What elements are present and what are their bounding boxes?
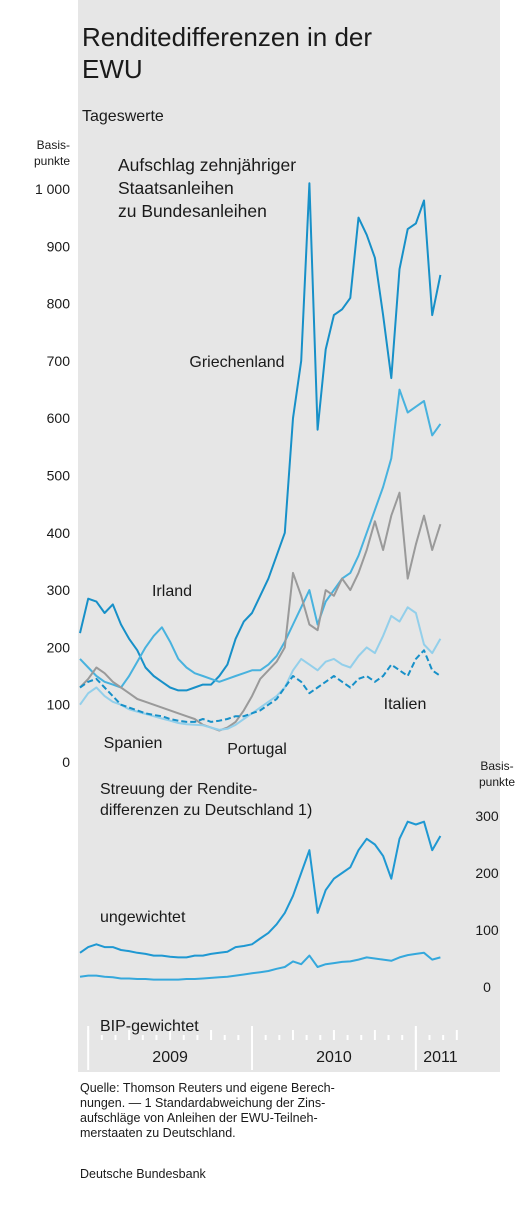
series-label: BIP-gewichtet	[100, 1018, 199, 1035]
series-line	[79, 388, 442, 689]
series-label: Italien	[384, 696, 427, 713]
y-tick-label: 0	[62, 754, 70, 770]
y-tick-label: 0	[483, 979, 491, 995]
y-axis-unit: punkte	[34, 154, 70, 168]
y-tick-label: 900	[47, 238, 71, 254]
page-title: Renditedifferenzen in der	[82, 22, 372, 52]
source-note: merstaaten zu Deutschland.	[80, 1126, 236, 1140]
series-line	[79, 491, 442, 732]
chart-title: differenzen zu Deutschland 1)	[100, 802, 312, 819]
y-tick-label: 300	[47, 582, 71, 598]
x-tick-label: 2009	[152, 1049, 188, 1066]
series-line	[79, 951, 441, 981]
series-label: Irland	[152, 583, 192, 600]
y-tick-label: 1 000	[35, 181, 70, 197]
source-note: aufschläge von Anleihen der EWU-Teilneh-	[80, 1111, 318, 1125]
y-tick-label: 700	[47, 353, 71, 369]
y-axis-unit: Basis-	[480, 759, 513, 773]
chart-title: Staatsanleihen	[118, 178, 234, 198]
x-tick-label: 2010	[316, 1049, 352, 1066]
y-tick-label: 200	[47, 639, 71, 655]
series-label: Griechenland	[189, 354, 284, 371]
x-tick-label: 2011	[423, 1049, 458, 1066]
y-tick-label: 600	[47, 410, 71, 426]
series-label: Spanien	[104, 735, 163, 752]
y-tick-label: 300	[475, 808, 499, 824]
series-line	[79, 649, 441, 723]
series-line	[79, 820, 442, 959]
y-tick-label: 200	[475, 865, 499, 881]
page-title: EWU	[82, 54, 143, 84]
source-note: nungen. — 1 Standardabweichung der Zins-	[80, 1096, 325, 1110]
y-axis-unit: punkte	[479, 775, 515, 789]
page-subtitle: Tageswerte	[82, 108, 164, 125]
y-axis-unit: Basis-	[37, 138, 70, 152]
y-tick-label: 800	[47, 296, 71, 312]
series-label: Portugal	[227, 741, 287, 758]
publisher: Deutsche Bundesbank	[80, 1167, 207, 1181]
chart-title: zu Bundesanleihen	[118, 201, 267, 221]
y-tick-label: 100	[475, 922, 499, 938]
y-tick-label: 400	[47, 525, 71, 541]
source-note: Quelle: Thomson Reuters und eigene Berec…	[80, 1081, 335, 1095]
chart-title: Streuung der Rendite-	[100, 781, 257, 798]
y-tick-label: 100	[47, 697, 71, 713]
chart-title: Aufschlag zehnjähriger	[118, 155, 296, 175]
y-tick-label: 500	[47, 468, 71, 484]
series-label: ungewichtet	[100, 909, 186, 926]
